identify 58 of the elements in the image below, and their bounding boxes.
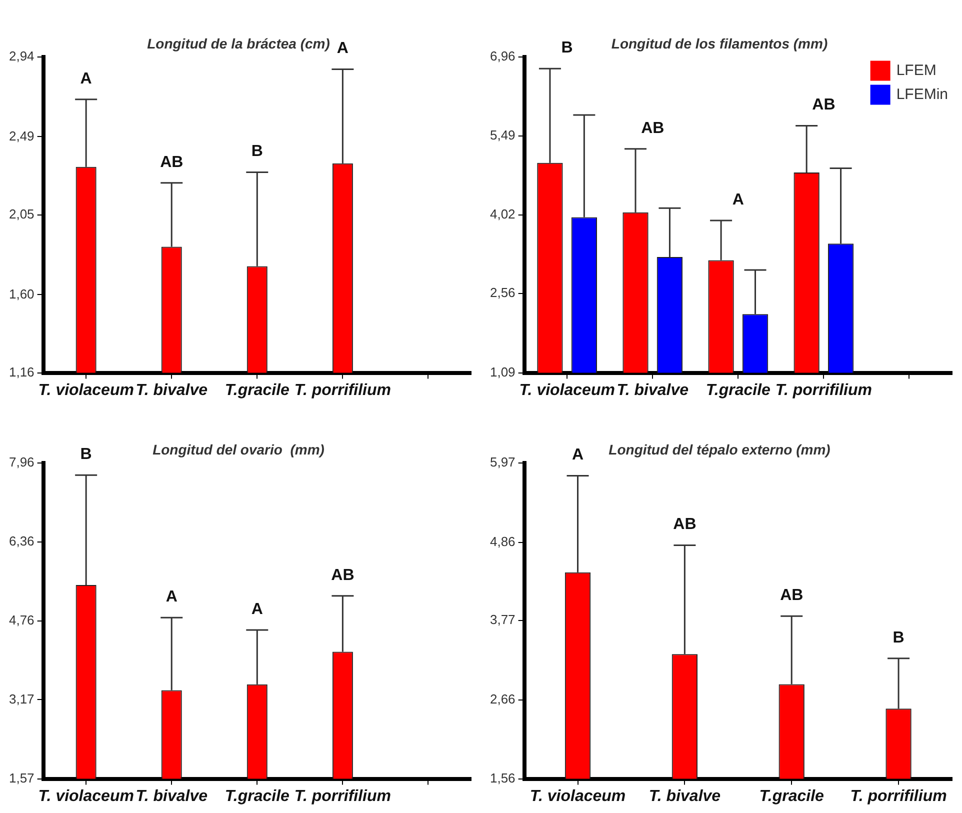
y-tick-label: 1,16 (8, 364, 34, 380)
y-tick-label: 2,94 (8, 48, 34, 64)
x-tick-label: T.gracile (759, 788, 824, 805)
y-tick-label: 2,05 (8, 206, 34, 222)
y-tick-label: 2,66 (490, 692, 516, 707)
annotation: B (80, 446, 92, 464)
x-tick-label: T.gracile (706, 382, 771, 399)
y-tick-label: 2,49 (8, 128, 34, 144)
x-tick-label: T. bivalve (648, 788, 721, 805)
y-tick-label: 6,96 (490, 48, 516, 64)
chart-title: Longitud de los filamentos (mm) (611, 35, 828, 52)
y-tick-label: 5,49 (490, 128, 516, 143)
y-tick-label: 6,36 (8, 534, 34, 548)
x-tick-label: T. porrifilium (294, 382, 391, 399)
x-tick-label: T. violaceum (38, 788, 134, 805)
annotation: A (166, 588, 178, 606)
annotation: B (251, 143, 263, 160)
annotation: A (336, 40, 349, 58)
y-tick-label: 4,02 (490, 206, 516, 222)
annotation: AB (160, 154, 184, 171)
chart-title: Longitud de la bráctea (cm) (147, 35, 330, 52)
y-tick-label: 1,57 (8, 770, 34, 786)
x-tick-label: T. violaceum (519, 382, 615, 399)
y-tick-label: 3,17 (8, 691, 34, 706)
annotation: AB (780, 587, 804, 604)
x-tick-label: T. porrifilium (850, 788, 947, 805)
annotation: B (892, 629, 904, 646)
y-tick-label: 1,56 (490, 770, 516, 786)
annotation: A (251, 600, 264, 618)
x-tick-label: T.gracile (224, 788, 290, 805)
x-tick-label: T. bivalve (136, 382, 208, 399)
y-tick-label: 7,96 (8, 454, 34, 470)
annotation: AB (641, 120, 664, 137)
annotation: AB (673, 516, 696, 534)
y-tick-label: 4,76 (8, 612, 34, 628)
x-tick-label: T. bivalve (616, 382, 689, 399)
x-tick-label: T. violaceum (38, 382, 134, 399)
x-tick-label: T. bivalve (136, 788, 208, 805)
annotation: A (572, 446, 584, 464)
annotation: AB (812, 96, 836, 114)
annotation: AB (331, 566, 354, 584)
y-tick-label: 4,86 (490, 534, 516, 549)
y-tick-label: 3,77 (490, 612, 516, 628)
text: B (561, 40, 573, 57)
y-tick-label: 1,60 (8, 286, 34, 302)
x-tick-label: T. porrifilium (775, 382, 872, 399)
annotation: A (80, 70, 92, 88)
x-tick-label: T. violaceum (530, 788, 626, 805)
annotation: A (732, 191, 744, 208)
y-tick-label: 2,56 (490, 285, 516, 300)
chart-title: Longitud del tépalo externo (mm) (608, 441, 831, 458)
legend-label: LFEM (896, 62, 936, 79)
chart-title: Longitud del ovario (mm) (152, 441, 325, 458)
x-tick-label: T.gracile (224, 382, 290, 399)
y-tick-label: 5,97 (490, 454, 516, 470)
legend-label: LFEMin (896, 86, 948, 103)
y-tick-label: 1,09 (490, 364, 516, 380)
x-tick-label: T. porrifilium (294, 788, 391, 805)
